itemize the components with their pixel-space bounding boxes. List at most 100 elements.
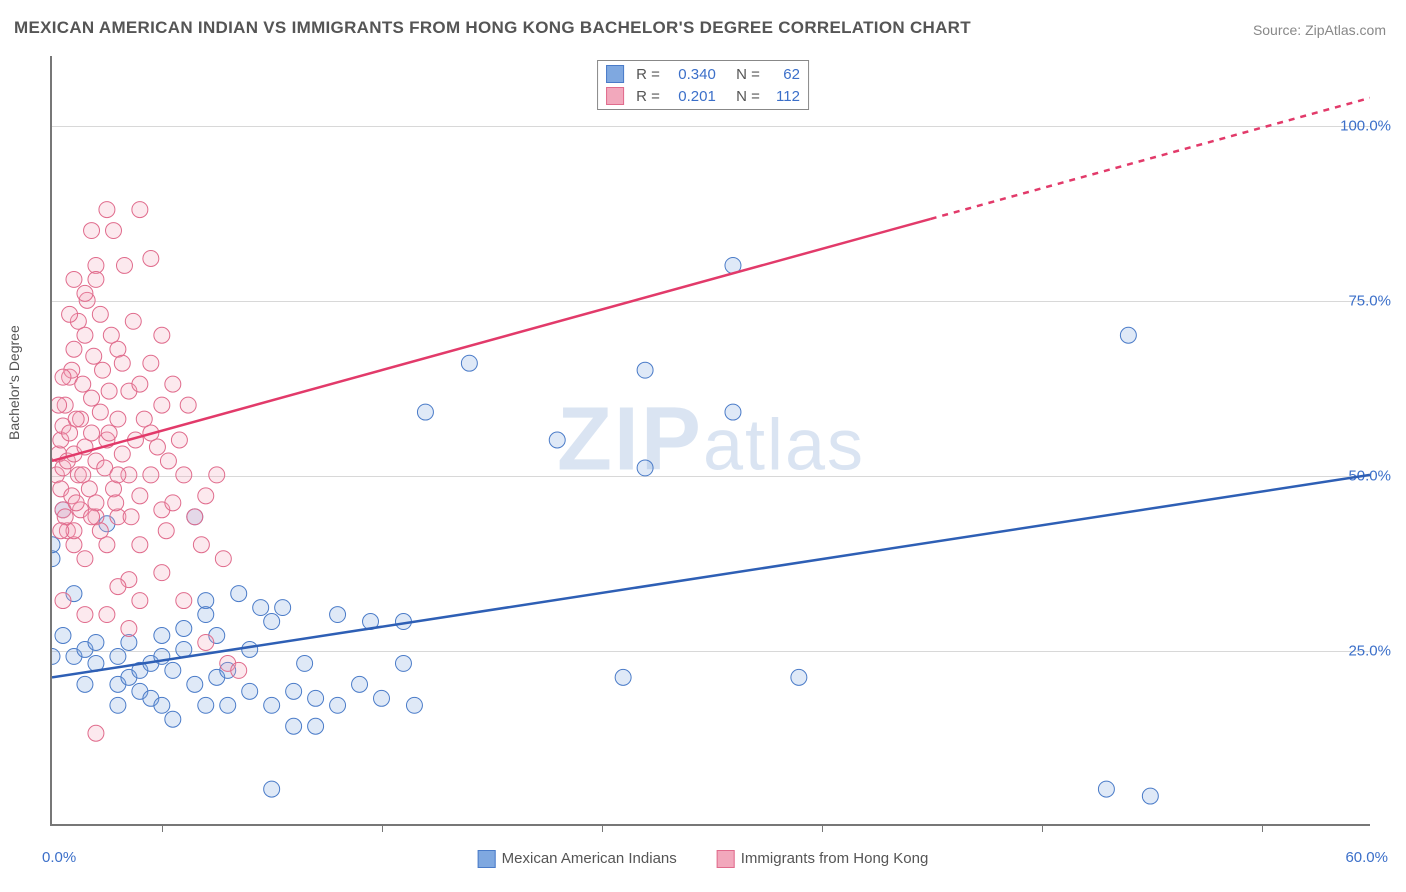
- data-point: [165, 495, 181, 511]
- data-point: [220, 697, 236, 713]
- source-link[interactable]: ZipAtlas.com: [1305, 22, 1386, 38]
- data-point: [110, 648, 126, 664]
- legend-item: Mexican American Indians: [478, 850, 677, 868]
- legend-swatch-icon: [478, 850, 496, 868]
- data-point: [55, 593, 71, 609]
- data-point: [84, 223, 100, 239]
- data-point: [308, 718, 324, 734]
- trend-line: [52, 219, 931, 461]
- data-point: [143, 355, 159, 371]
- data-point: [55, 369, 71, 385]
- data-point: [176, 467, 192, 483]
- data-point: [101, 383, 117, 399]
- data-point: [132, 202, 148, 218]
- legend-swatch-icon: [606, 87, 624, 105]
- data-point: [62, 306, 78, 322]
- r-label: R =: [636, 66, 660, 83]
- data-point: [117, 257, 133, 273]
- data-point: [209, 467, 225, 483]
- data-point: [68, 495, 84, 511]
- data-point: [417, 404, 433, 420]
- data-point: [95, 362, 111, 378]
- data-point: [176, 593, 192, 609]
- data-point: [52, 537, 60, 553]
- x-axis-max-label: 60.0%: [1345, 849, 1388, 866]
- data-point: [110, 411, 126, 427]
- data-point: [374, 690, 390, 706]
- data-point: [154, 628, 170, 644]
- data-point: [75, 376, 91, 392]
- data-point: [198, 607, 214, 623]
- data-point: [154, 327, 170, 343]
- data-point: [176, 621, 192, 637]
- data-point: [154, 697, 170, 713]
- source-prefix: Source:: [1253, 22, 1305, 38]
- legend-stat-row: R = 0.201 N = 112: [606, 85, 800, 107]
- trend-line: [52, 475, 1370, 677]
- data-point: [77, 607, 93, 623]
- data-point: [143, 467, 159, 483]
- n-label: N =: [736, 66, 760, 83]
- data-point: [132, 488, 148, 504]
- data-point: [461, 355, 477, 371]
- r-value: 0.201: [666, 88, 716, 105]
- data-point: [352, 676, 368, 692]
- source-attribution: Source: ZipAtlas.com: [1253, 22, 1386, 38]
- legend-label: Mexican American Indians: [502, 850, 677, 867]
- n-label: N =: [736, 88, 760, 105]
- data-point: [180, 397, 196, 413]
- data-point: [330, 697, 346, 713]
- data-point: [99, 202, 115, 218]
- series-legend: Mexican American Indians Immigrants from …: [478, 850, 929, 868]
- data-point: [101, 425, 117, 441]
- n-value: 62: [766, 66, 800, 83]
- data-point: [395, 655, 411, 671]
- data-point: [52, 648, 60, 664]
- data-point: [242, 683, 258, 699]
- data-point: [330, 607, 346, 623]
- data-point: [77, 551, 93, 567]
- data-point: [154, 565, 170, 581]
- data-point: [143, 250, 159, 266]
- legend-stat-row: R = 0.340 N = 62: [606, 63, 800, 85]
- data-point: [52, 397, 67, 413]
- data-point: [549, 432, 565, 448]
- data-point: [193, 537, 209, 553]
- data-point: [264, 781, 280, 797]
- r-value: 0.340: [666, 66, 716, 83]
- data-point: [99, 607, 115, 623]
- n-value: 112: [766, 88, 800, 105]
- data-point: [198, 634, 214, 650]
- data-point: [114, 446, 130, 462]
- r-label: R =: [636, 88, 660, 105]
- data-point: [88, 725, 104, 741]
- data-point: [297, 655, 313, 671]
- data-point: [637, 460, 653, 476]
- data-point: [171, 432, 187, 448]
- data-point: [123, 509, 139, 525]
- data-point: [84, 390, 100, 406]
- data-point: [84, 509, 100, 525]
- x-axis-min-label: 0.0%: [42, 849, 76, 866]
- data-point: [55, 628, 71, 644]
- data-point: [110, 697, 126, 713]
- data-point: [198, 488, 214, 504]
- correlation-legend: R = 0.340 N = 62 R = 0.201 N = 112: [597, 60, 809, 110]
- data-point: [1120, 327, 1136, 343]
- data-point: [110, 467, 126, 483]
- data-point: [231, 586, 247, 602]
- scatter-svg: [52, 56, 1370, 824]
- data-point: [215, 551, 231, 567]
- data-point: [1142, 788, 1158, 804]
- data-point: [615, 669, 631, 685]
- data-point: [77, 285, 93, 301]
- plot-area: ZIPatlas: [50, 56, 1370, 826]
- data-point: [114, 355, 130, 371]
- legend-item: Immigrants from Hong Kong: [717, 850, 929, 868]
- data-point: [791, 669, 807, 685]
- data-point: [86, 348, 102, 364]
- data-point: [132, 376, 148, 392]
- data-point: [165, 711, 181, 727]
- data-point: [92, 523, 108, 539]
- legend-swatch-icon: [606, 65, 624, 83]
